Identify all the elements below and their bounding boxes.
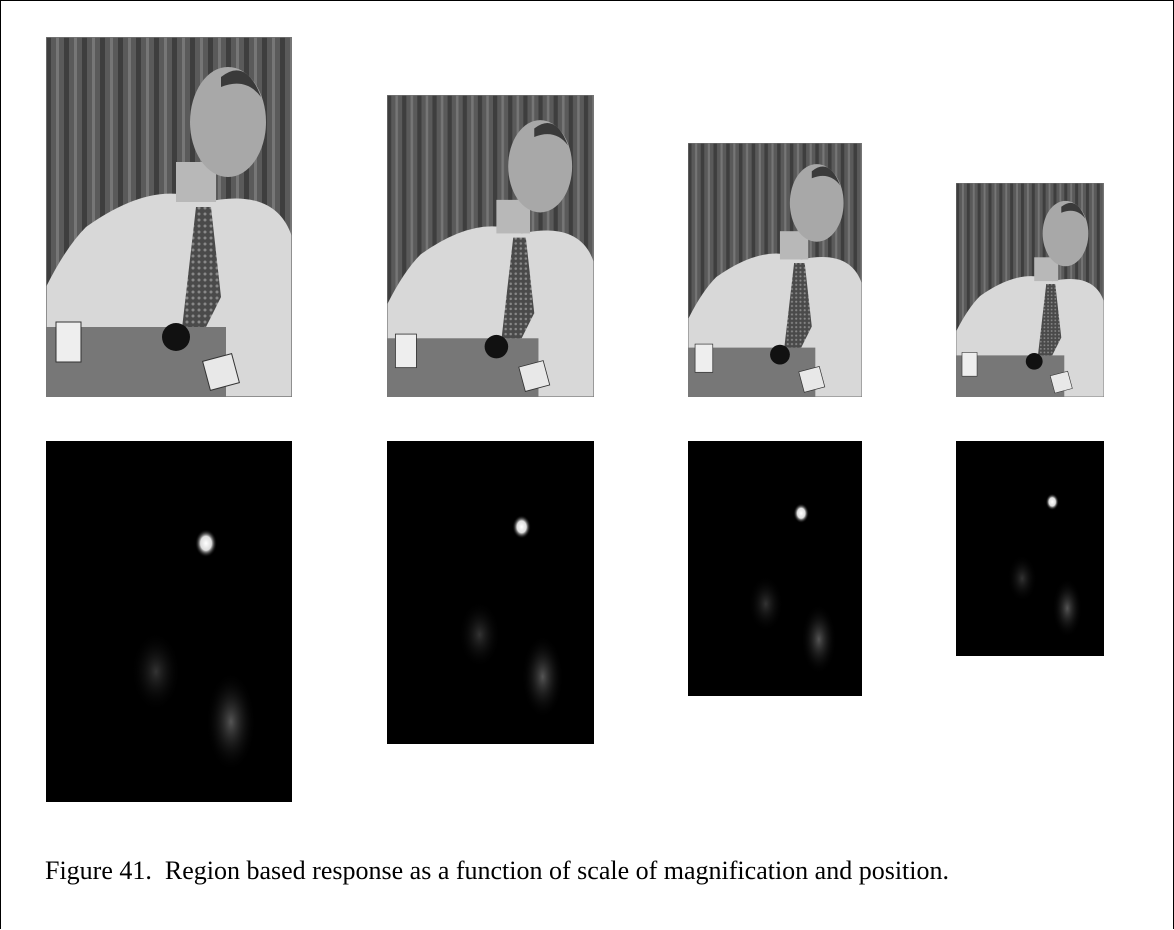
response-map [688,441,862,696]
photo [46,37,292,397]
response-map [46,441,292,802]
page: Figure 41. Region based response as a fu… [0,0,1174,930]
photo [688,143,862,397]
photo [956,183,1104,397]
photo [387,95,594,397]
figure-caption: Figure 41. Region based response as a fu… [45,856,949,886]
response-map [387,441,594,744]
response-map [956,441,1104,656]
figure [0,0,1174,930]
